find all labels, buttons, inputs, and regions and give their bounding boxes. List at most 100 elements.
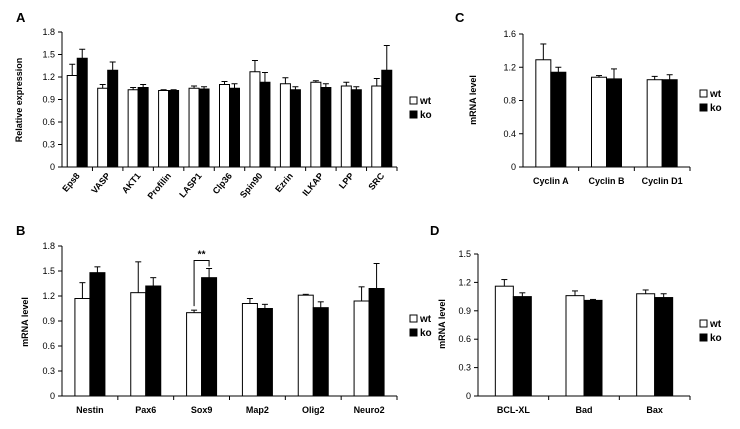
bar-ko: [661, 79, 678, 168]
bar-wt: [591, 76, 607, 168]
bar-ko: [289, 89, 301, 168]
bar-wt: [127, 89, 139, 168]
bar-ko: [312, 307, 329, 397]
bar-wt: [297, 294, 314, 397]
bar-ko: [350, 89, 362, 168]
bar-wt: [646, 79, 663, 168]
legend-swatch-wt: [699, 319, 708, 328]
bar-ko: [107, 69, 119, 168]
panel-label: D: [430, 223, 439, 238]
y-tick-label: 0.8: [503, 96, 516, 106]
bar-wt: [241, 303, 258, 397]
bar-ko: [512, 296, 532, 397]
y-tick-label: 0.3: [458, 363, 471, 373]
bar-wt: [279, 83, 291, 168]
panel-label: A: [16, 10, 26, 25]
y-tick-label: 1.2: [42, 72, 55, 82]
category-label: BCL-XL: [497, 405, 530, 415]
y-tick-label: 1.8: [42, 27, 55, 37]
legend-label-ko: ko: [710, 103, 722, 114]
category-label: ILKAP: [300, 171, 325, 198]
category-label: SRC: [366, 170, 386, 191]
y-axis-label: mRNA level: [20, 297, 30, 347]
bar-ko: [229, 87, 240, 168]
y-tick-label: 0.6: [458, 334, 471, 344]
y-tick-label: 1.6: [503, 29, 516, 39]
legend-swatch-wt: [409, 96, 418, 105]
bar-ko: [137, 87, 149, 168]
bar-wt: [494, 285, 514, 397]
y-axis-label: mRNA level: [468, 75, 478, 125]
y-tick-label: 1.5: [458, 249, 471, 259]
category-label: Nestin: [76, 405, 104, 415]
bar-ko: [381, 69, 393, 168]
y-tick-label: 0.9: [42, 95, 55, 105]
y-tick-label: 1.8: [42, 241, 55, 251]
panel-label: C: [455, 10, 465, 25]
bar-ko: [550, 71, 567, 168]
bar-wt: [535, 59, 552, 168]
panel-label: B: [16, 223, 25, 238]
category-label: Clp36: [211, 171, 234, 196]
bar-wt: [565, 295, 585, 397]
y-axis-label: mRNA level: [437, 299, 447, 349]
category-label: Cyclin B: [588, 176, 625, 186]
legend-swatch-ko: [699, 103, 708, 112]
bar-wt: [97, 87, 109, 168]
legend-label-wt: wt: [419, 96, 432, 107]
category-label: AKT1: [120, 171, 143, 195]
bar-wt: [371, 85, 383, 168]
bar-ko: [259, 81, 271, 168]
y-tick-label: 0.6: [42, 341, 55, 351]
significance-label: **: [198, 250, 206, 261]
bar-wt: [186, 312, 203, 397]
bar-ko: [583, 299, 603, 397]
bar-wt: [158, 90, 170, 168]
category-label: Profilin: [146, 171, 174, 201]
bar-wt: [188, 87, 200, 168]
bar-wt: [310, 81, 322, 168]
category-label: LASP1: [177, 171, 203, 200]
y-tick-label: 0: [50, 162, 55, 172]
legend-swatch-ko: [699, 333, 708, 342]
y-tick-label: 0.3: [42, 140, 55, 150]
category-label: Eps8: [60, 171, 81, 194]
bar-ko: [320, 87, 332, 168]
significance-bracket: [193, 260, 210, 307]
y-tick-label: 0: [466, 391, 471, 401]
y-tick-label: 0.6: [42, 117, 55, 127]
y-tick-label: 0: [511, 162, 516, 172]
chart-panel-a: A Relative expression 0 0.3 0.6 0.9 1.2 1.5 1.8 E…: [14, 10, 432, 201]
legend-swatch-ko: [409, 110, 418, 119]
category-label: Pax6: [135, 405, 156, 415]
y-tick-label: 1.2: [503, 62, 516, 72]
bar-ko: [606, 78, 622, 168]
bar-ko: [256, 308, 273, 397]
bar-wt: [340, 85, 352, 168]
category-label: Spin90: [238, 171, 265, 200]
bar-ko: [654, 297, 674, 397]
bar-wt: [249, 71, 261, 168]
bar-wt: [130, 292, 147, 397]
bar-wt: [353, 300, 370, 397]
legend-label-ko: ko: [420, 328, 432, 339]
y-axis-label: Relative expression: [14, 58, 24, 143]
category-label: Neuro2: [354, 405, 385, 415]
legend-label-wt: wt: [709, 319, 722, 330]
y-tick-label: 1.5: [42, 266, 55, 276]
bar-wt: [636, 293, 656, 397]
category-label: Bax: [646, 405, 663, 415]
y-tick-label: 1.5: [42, 50, 55, 60]
bar-ko: [168, 90, 180, 168]
y-tick-label: 0.3: [42, 366, 55, 376]
legend-label-ko: ko: [420, 110, 432, 121]
legend-swatch-wt: [699, 89, 708, 98]
y-tick-label: 0.9: [458, 306, 471, 316]
bar-ko: [89, 272, 106, 397]
bar-wt: [74, 298, 91, 397]
category-label: LPP: [337, 171, 356, 191]
